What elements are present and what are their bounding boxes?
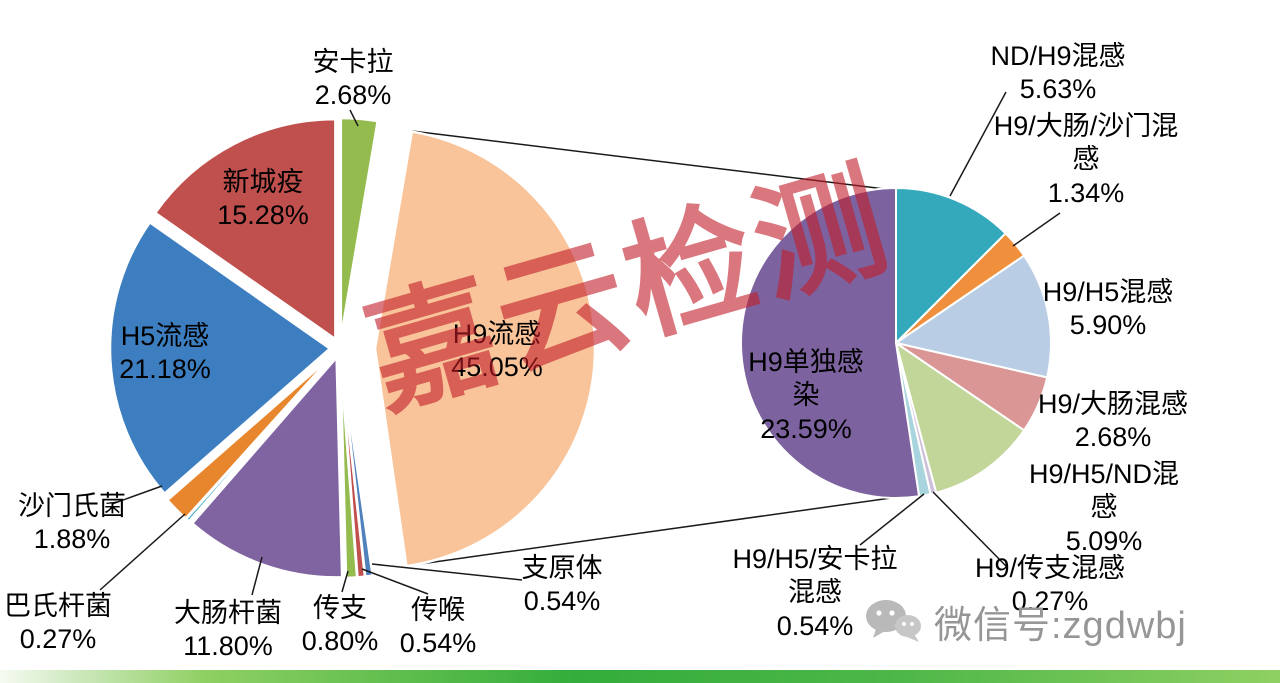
label-ankara: 安卡拉 2.68%	[312, 47, 394, 111]
label-h9-single: H9单独感 染 23.59%	[748, 347, 864, 444]
leader-zhiyuanti	[371, 563, 523, 581]
label-shamenshijun: 沙门氏菌 1.88%	[18, 491, 126, 555]
leader-nd-h9	[949, 91, 1007, 197]
label-dachangganjun: 大肠杆菌 11.80%	[174, 598, 282, 662]
main-pie	[108, 116, 597, 580]
bottom-bar	[0, 670, 1280, 683]
leader-bashiganjun	[99, 513, 186, 591]
wechat-icon	[866, 599, 921, 642]
label-xinchengyi: 新城疫 15.28%	[217, 167, 309, 231]
label-h9-h5: H9/H5混感 5.90%	[1042, 277, 1174, 341]
breakdown-pie	[740, 186, 1052, 499]
label-h9-dachang: H9/大肠混感 2.68%	[1037, 389, 1189, 453]
pie-slice-dachangganjun	[190, 354, 344, 579]
leader-shamenshijun	[111, 485, 163, 505]
label-bashiganjun: 巴氏杆菌 0.27%	[4, 591, 112, 655]
label-chuanhou: 传喉 0.54%	[399, 595, 477, 659]
wechat-id-label: 微信号:zgdwbj	[934, 605, 1187, 647]
pie-slice-shamenshijun	[165, 354, 334, 521]
label-h5-flu: H5流感 21.18%	[119, 321, 211, 385]
leader-h9-dachang-shamen	[1012, 212, 1061, 247]
label-h9-flu: H9流感 45.05%	[451, 319, 543, 383]
leader-chuanzhi	[341, 570, 349, 593]
pie-slice-xinchengyi	[153, 117, 337, 342]
leader-dachangganjun	[251, 556, 263, 596]
pie-slice-h9-h5	[893, 254, 1052, 379]
pie-slice-h5-flu	[108, 220, 333, 496]
label-nd-h9: ND/H9混感 5.63%	[990, 41, 1126, 105]
leader-ankara	[349, 109, 359, 127]
footer: 微信号:zgdwbj	[862, 594, 1187, 649]
label-chuanzhi: 传支 0.80%	[301, 593, 379, 657]
leader-lines	[99, 91, 1061, 596]
pie-slice-ankara	[339, 116, 380, 339]
leader-h9-h5-ankara	[859, 493, 925, 546]
pie-slice-nd-h9	[895, 186, 1008, 346]
connector-lines	[405, 130, 899, 567]
label-h9-h5-nd: H9/H5/ND混感 5.09%	[1028, 459, 1180, 556]
connector-line-bottom	[405, 496, 899, 567]
label-zhiyuanti: 支原体 0.54%	[521, 553, 603, 617]
pie-slice-h9-h5-nd	[894, 340, 1026, 494]
label-h9-dachang-shamen: H9/大肠/沙门混 感 1.34%	[993, 111, 1179, 208]
label-h9-chuanzhi: H9/传支混感 0.27%	[974, 553, 1126, 617]
leader-chuanhou	[361, 568, 429, 595]
pie-slice-h9-flu	[373, 130, 597, 568]
leader-h9-chuanzhi	[932, 491, 1007, 567]
connector-line-top	[411, 130, 894, 191]
label-h9-h5-ankara: H9/H5/安卡拉 混感 0.54%	[732, 544, 898, 641]
pie-slice-h9-single	[740, 186, 921, 499]
